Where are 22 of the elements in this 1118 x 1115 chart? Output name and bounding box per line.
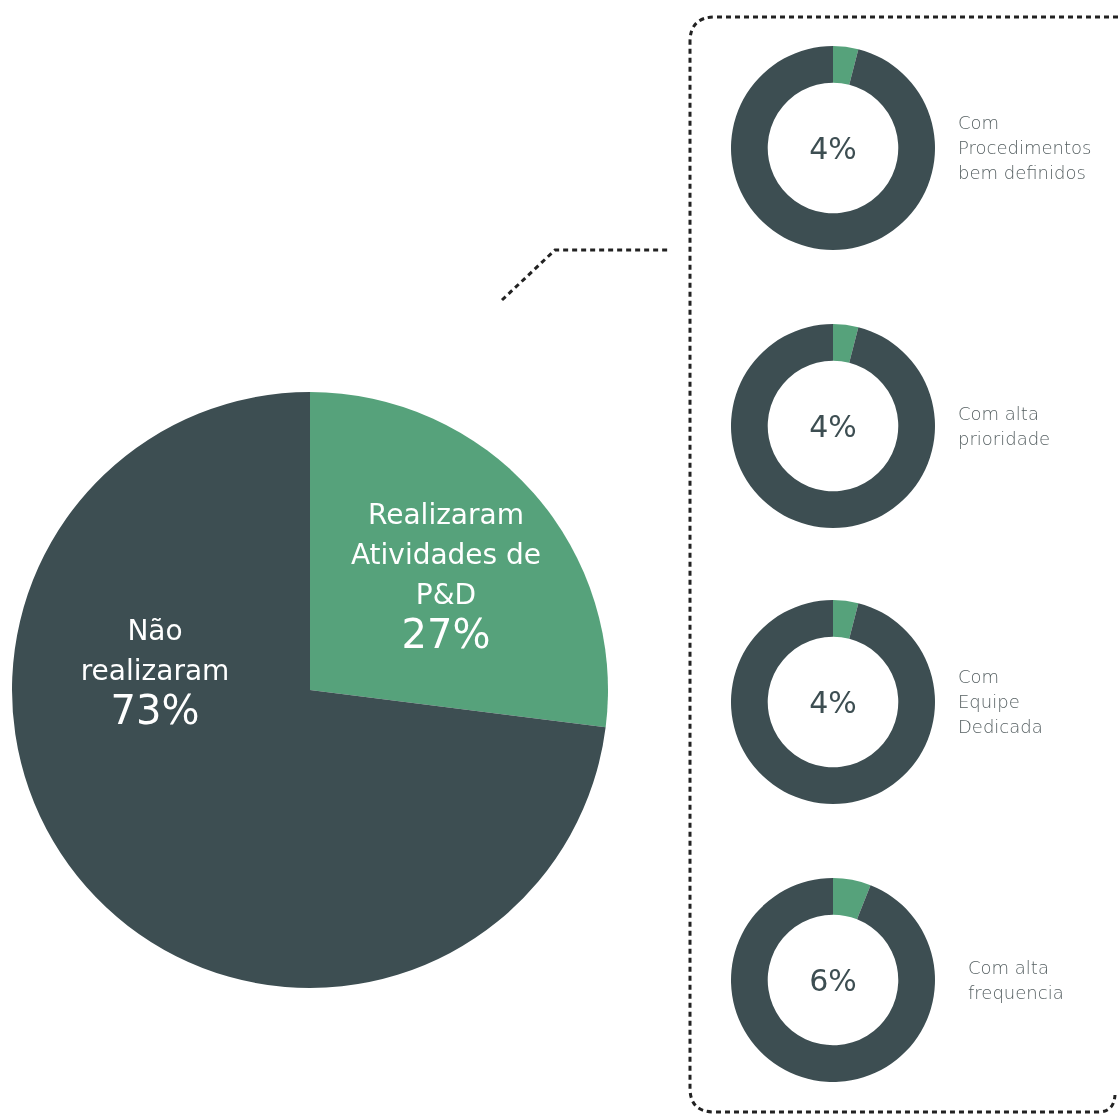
donut-slice xyxy=(833,600,859,639)
data-label: 27% xyxy=(401,611,491,657)
text: 4% xyxy=(809,685,857,720)
data-label: 73% xyxy=(110,687,200,733)
text: Com Procedimentos bem definidos xyxy=(958,112,1092,183)
pie-slice xyxy=(310,392,608,728)
slice-label: Não realizaram xyxy=(80,614,230,687)
text: Com Equipe Dedicada xyxy=(958,666,1043,737)
text: Com alta frequencia xyxy=(968,956,1064,1003)
donut-slice xyxy=(833,878,871,920)
donut-slice xyxy=(833,46,859,85)
donut-slice xyxy=(833,324,859,363)
donut-slice xyxy=(731,46,935,250)
text: 6% xyxy=(809,963,857,998)
donut-slice xyxy=(731,600,935,804)
text: 4% xyxy=(809,409,857,444)
text: Com alta prioridade xyxy=(958,402,1051,449)
pie-slice xyxy=(12,392,606,988)
donut-slice xyxy=(731,878,935,1082)
slice-label: Realizaram Atividades de P&D xyxy=(350,498,542,611)
text: 4% xyxy=(809,131,857,166)
donut-slice xyxy=(731,324,935,528)
